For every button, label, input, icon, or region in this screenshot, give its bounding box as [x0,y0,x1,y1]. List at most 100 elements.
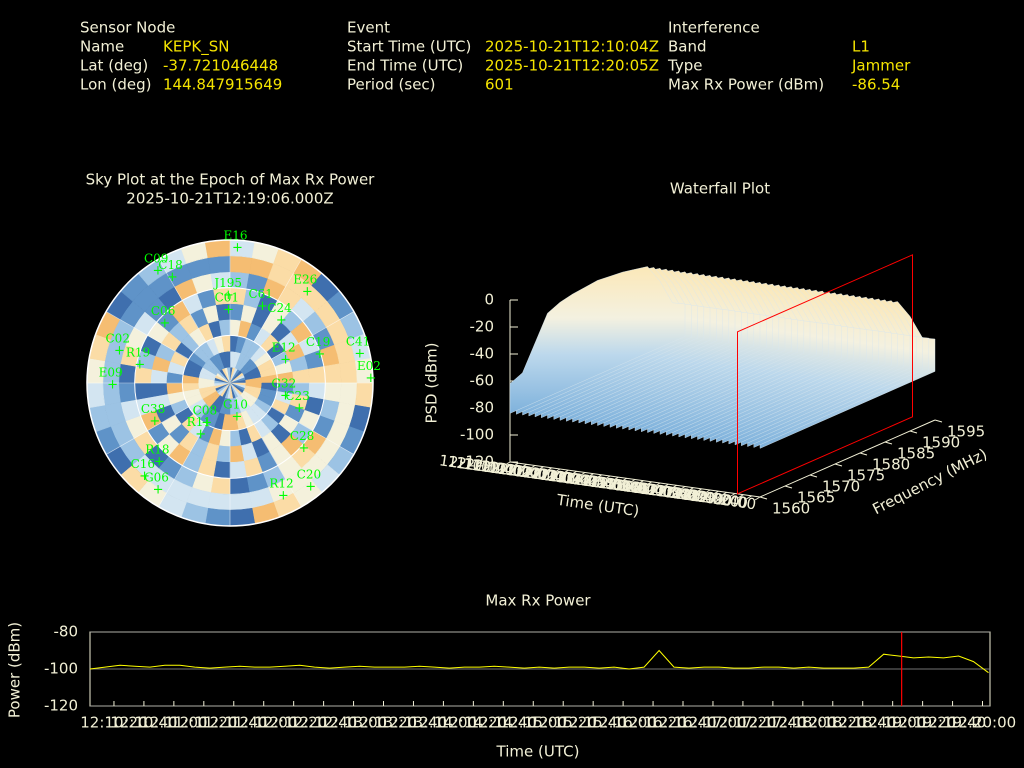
x-tick-label: 12:13:40 [380,714,447,732]
time-tick [704,489,711,494]
x-tick-label: 12:16:20 [619,714,686,732]
time-tick [696,488,702,493]
sky-cell [307,366,326,384]
sky-cell [229,492,253,511]
epoch-plane [737,254,913,495]
satellite-marker: + [159,316,170,331]
field-label: Period (sec) [347,76,436,94]
satellite-marker: + [298,441,309,456]
sky-cell [339,360,358,384]
y-tick-label: -100 [44,660,78,678]
field-value: L1 [852,38,870,56]
time-tick [504,461,511,466]
x-tick-label: 12:18:20 [799,714,866,732]
section-title: Interference [668,19,760,37]
satellite-marker: + [294,401,305,416]
psd-tick-label: -60 [470,372,495,390]
time-tick [646,481,652,486]
surface-slice [509,266,686,414]
sky-cell [229,460,247,479]
satellite-marker: + [107,377,118,392]
x-tick-label: 12:14:00 [410,714,477,732]
x-tick-label: 12:18:00 [769,714,836,732]
satellite-label: C41 [346,334,370,348]
psd-tick-label: -100 [460,426,494,444]
satellite-marker: + [153,264,164,279]
time-tick [604,475,611,480]
psd-tick-label: -80 [470,399,495,417]
satellite-marker: + [223,302,234,317]
time-tick [521,463,527,468]
sky-cell [118,382,137,403]
sky-cell [339,382,358,406]
satellite-marker: + [134,358,145,373]
time-tick [529,465,536,469]
sky-cell [323,382,342,403]
azimuth-line [158,424,207,507]
satellite-label: C02 [106,331,130,345]
time-tick [563,469,569,474]
satellite-label: R18 [145,442,169,456]
satellite-label: C24 [267,301,292,315]
field-label: Start Time (UTC) [347,38,471,56]
section-title: Sensor Node [80,19,175,37]
frequency-tick [834,463,843,467]
time-tick [538,466,544,471]
field-label: Type [667,57,702,75]
field-value: 2025-10-21T12:10:04Z [485,38,659,56]
sky-cell [207,492,231,511]
satellite-label: E09 [99,365,123,379]
satellite-marker: + [302,285,313,300]
x-tick-label: 12:11:40 [200,714,267,732]
satellite-label: R11 [187,415,211,429]
satellite-label: R19 [126,346,150,360]
satellite-label: C20 [297,468,321,482]
time-tick [513,462,519,467]
chart-title: Max Rx Power [485,592,591,610]
x-tick-label: 12:12:00 [230,714,297,732]
satellite-marker: + [139,469,150,484]
satellite-marker: + [280,353,291,368]
time-tick [679,486,686,490]
field-value: -37.721046448 [163,57,278,75]
x-tick-label: 12:10:40 [110,714,177,732]
satellite-label: E12 [272,341,296,355]
sky-cell [229,507,256,527]
time-tick [671,484,677,489]
time-tick [729,493,736,497]
sky-cell [229,476,250,495]
x-tick-label: 12:17:20 [709,714,776,732]
satellite-label: C61 [248,287,272,301]
azimuth-line [271,311,354,360]
x-tick-label: 12:19:40 [919,714,986,732]
field-label: Max Rx Power (dBm) [668,76,824,94]
satellite-label: E26 [293,273,317,287]
chart-subtitle: 2025-10-21T12:19:06.000Z [126,190,333,208]
time-tick [754,496,761,501]
y-tick-label: -120 [44,697,78,715]
frequency-tick-label: 1585 [897,445,935,463]
sky-cell [354,382,374,409]
sky-cell [323,363,342,384]
azimuth-line [106,406,189,455]
satellite-label: C08 [193,404,217,418]
frequency-tick-label: 1560 [772,500,810,518]
x-tick-label: 12:16:00 [589,714,656,732]
time-tick [738,494,744,499]
azimuth-line [253,424,302,507]
psd-tick-label: -20 [470,318,495,336]
x-tick-label: 12:20:00 [949,714,1016,732]
power-line [89,649,989,674]
satellite-marker: + [149,414,160,429]
azimuth-line [158,259,207,342]
satellite-label: C06 [151,304,175,318]
field-value: 144.847915649 [163,76,282,94]
sky-cell [207,255,231,274]
time-tick [579,472,586,476]
x-axis-label: Time (UTC) [496,743,580,761]
satellite-label: C09 [144,252,168,266]
satellite-marker: + [114,343,125,358]
field-label: End Time (UTC) [347,57,463,75]
satellite-label: G10 [223,398,248,412]
